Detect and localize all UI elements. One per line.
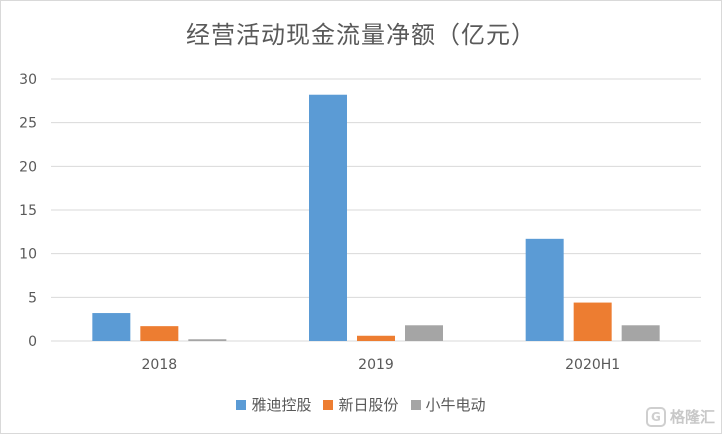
bar-2020H1-s0 xyxy=(525,238,564,341)
y-tick-label: 10 xyxy=(19,247,37,263)
legend-item-niu: 小牛电动 xyxy=(410,394,486,415)
watermark-text: 格隆汇 xyxy=(669,408,715,426)
y-tick-label: 15 xyxy=(19,203,37,219)
legend-swatch-xinri xyxy=(323,399,334,410)
chart-title: 经营活动现金流量净额（亿元） xyxy=(186,21,536,49)
bar-2019-s0 xyxy=(309,94,347,341)
bar-2018-s1 xyxy=(140,326,179,341)
y-tick-label: 5 xyxy=(28,290,37,306)
y-tick-label: 30 xyxy=(19,72,37,88)
x-tick-label: 2019 xyxy=(358,357,394,373)
bar-2020H1-s2 xyxy=(621,325,660,341)
x-tick-label: 2020H1 xyxy=(565,357,620,373)
bar-2020H1-s1 xyxy=(573,302,612,341)
legend-label-yadi: 雅迪控股 xyxy=(251,396,312,414)
legend-label-niu: 小牛电动 xyxy=(425,396,486,414)
legend-swatch-niu xyxy=(410,399,421,410)
x-tick-label: 2018 xyxy=(142,357,178,373)
legend-item-yadi: 雅迪控股 xyxy=(236,394,311,415)
watermark-logo: G 格隆汇 xyxy=(645,406,715,427)
y-tick-label: 25 xyxy=(19,116,37,132)
legend-label-xinri: 新日股份 xyxy=(338,396,399,414)
y-tick-label: 0 xyxy=(28,334,37,350)
y-tick-label: 20 xyxy=(19,159,37,175)
legend: 雅迪控股 新日股份 小牛电动 xyxy=(1,394,721,415)
legend-swatch-yadi xyxy=(236,399,247,410)
legend-item-xinri: 新日股份 xyxy=(323,394,399,415)
watermark-icon: G xyxy=(645,406,666,427)
bar-2019-s1 xyxy=(357,335,395,341)
bar-2019-s2 xyxy=(405,325,443,341)
bar-2018-s2 xyxy=(188,339,227,341)
bar-2018-s0 xyxy=(92,313,131,341)
